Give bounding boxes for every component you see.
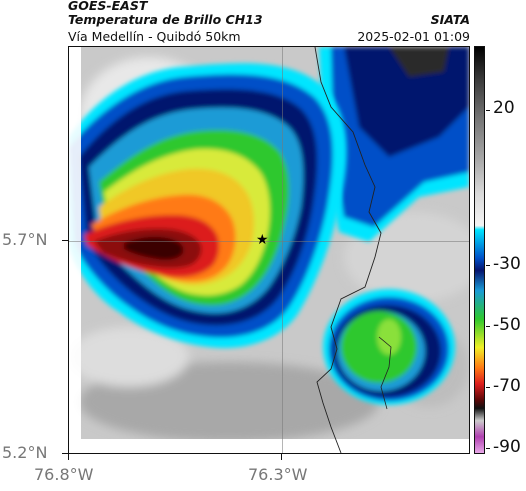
lon-label: 76.3°W [248,465,308,484]
satellite-map[interactable]: ★ [68,46,470,454]
source-title: GOES-EAST [68,0,148,13]
lon-gridline [282,47,283,453]
colorbar-tick [486,326,490,327]
lon-tick [281,454,282,460]
lat-tick [62,453,68,454]
lat-tick [62,240,68,241]
temperature-colorbar [474,46,485,454]
colorbar-label: -30 [493,254,521,274]
colorbar-label: 20 [493,98,515,118]
star-icon[interactable]: ★ [256,232,269,248]
lat-label: 5.2°N [2,443,48,462]
colorbar-tick [486,387,490,388]
lon-label: 76.8°W [34,465,94,484]
brightness-temperature-field [69,47,469,453]
colorbar-label: -90 [493,437,521,457]
product-title: Temperatura de Brillo CH13 [68,12,263,27]
colorbar-label: -50 [493,315,521,335]
datetime-label: 2025-02-01 01:09 [357,29,470,44]
lat-gridline [69,241,469,242]
lon-tick [68,454,69,460]
route-subtitle: Vía Medellín - Quibdó 50km [68,29,241,44]
colorbar-tick [486,448,490,449]
lat-label: 5.7°N [2,230,48,249]
colorbar-tick [486,110,490,111]
agency-label: SIATA [430,12,470,27]
colorbar-tick [486,265,490,266]
colorbar-label: -70 [493,376,521,396]
